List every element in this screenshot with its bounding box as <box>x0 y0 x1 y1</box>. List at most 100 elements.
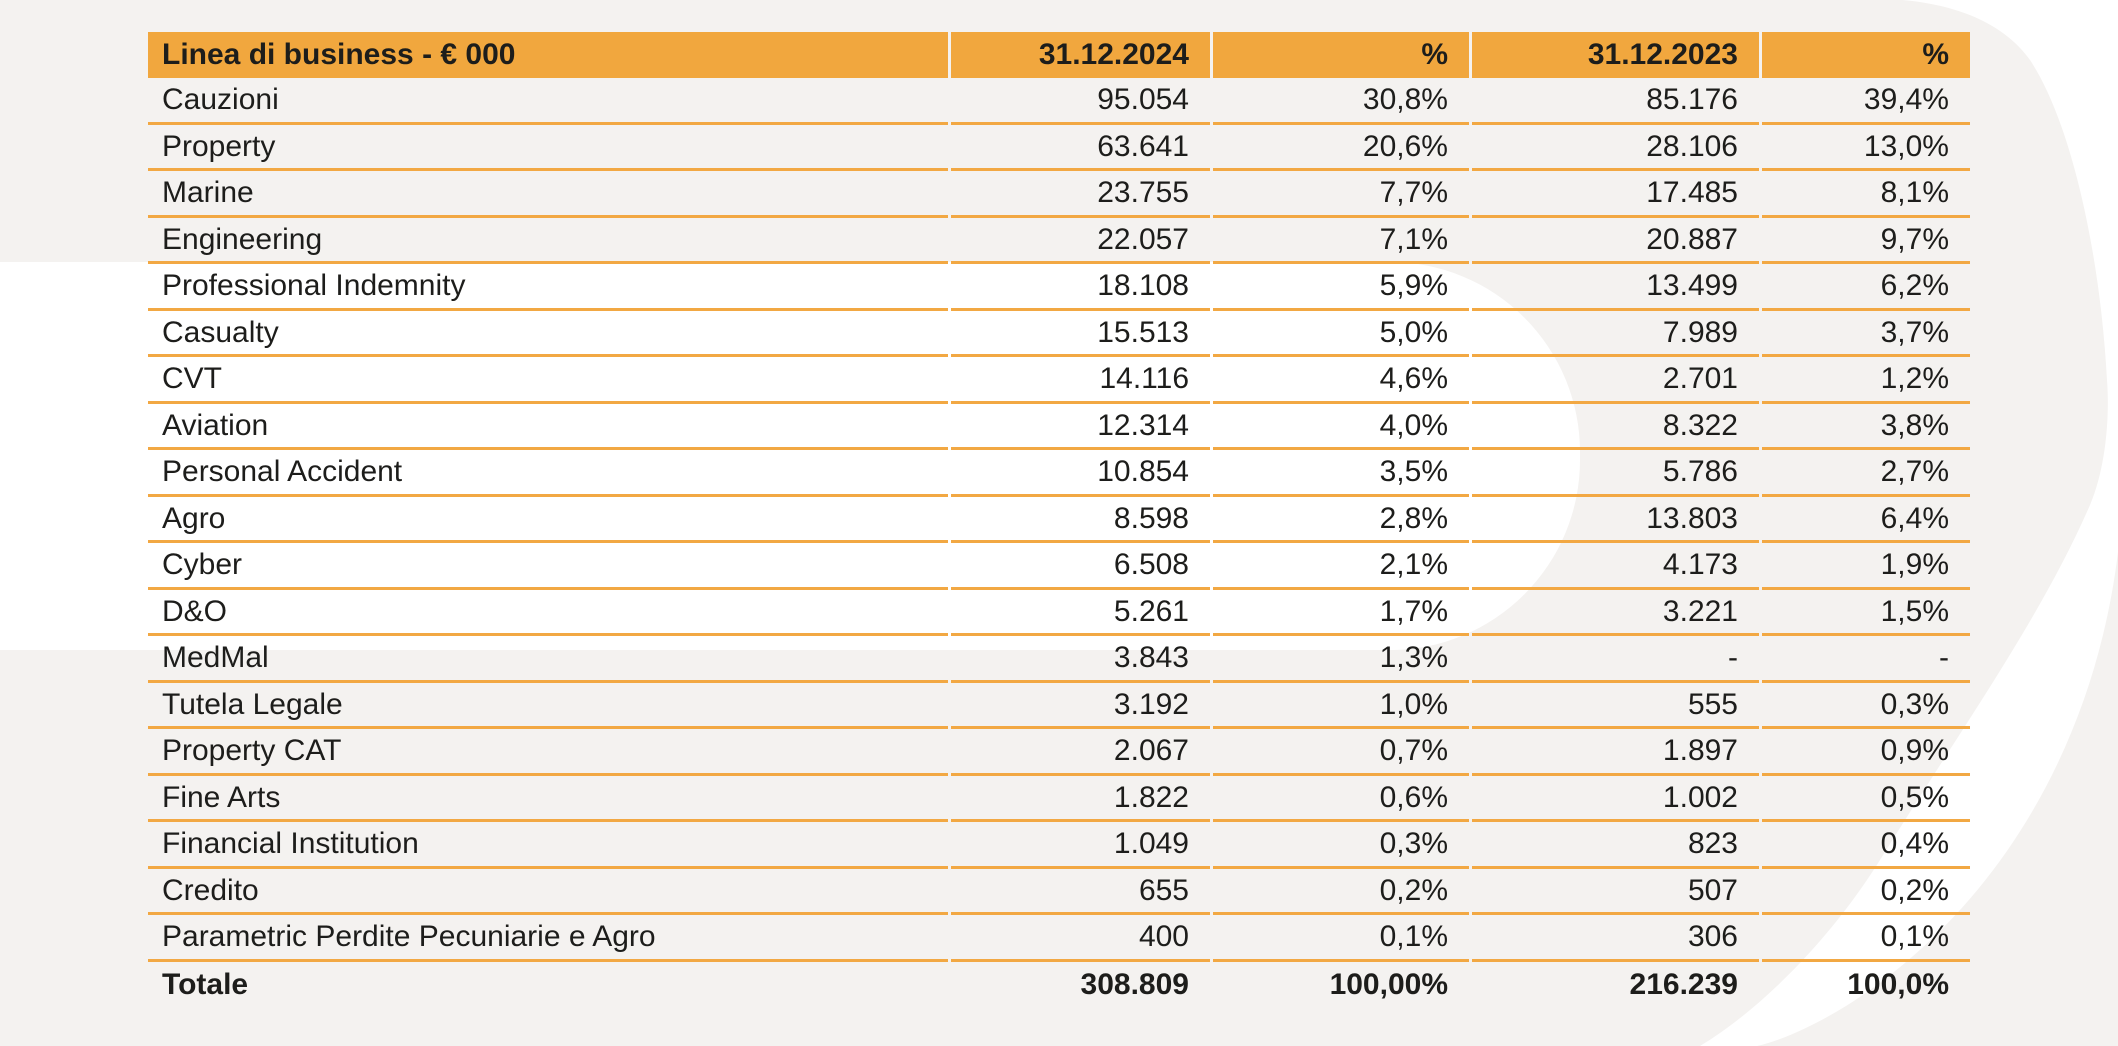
row-percent-2024: 4,0% <box>1213 404 1469 450</box>
table-row: Cauzioni 95.054 30,8% 85.176 39,4% <box>148 78 1970 125</box>
row-value-2024: 6.508 <box>951 543 1210 590</box>
row-percent-2024: 30,8% <box>1213 78 1469 125</box>
row-value-2023: 3.221 <box>1472 590 1759 636</box>
row-percent-2023: 1,9% <box>1762 543 1970 590</box>
table-row: Professional Indemnity 18.108 5,9% 13.49… <box>148 264 1970 311</box>
row-value-2024: 400 <box>951 915 1210 962</box>
row-value-2024: 655 <box>951 869 1210 915</box>
row-value-2023: 555 <box>1472 683 1759 729</box>
row-value-2024: 12.314 <box>951 404 1210 450</box>
row-value-2023: 1.897 <box>1472 729 1759 776</box>
row-percent-2024: 7,1% <box>1213 218 1469 264</box>
row-percent-2023: 1,2% <box>1762 357 1970 404</box>
row-value-2023: 306 <box>1472 915 1759 962</box>
row-percent-2023: 0,2% <box>1762 869 1970 915</box>
row-value-2023: 4.173 <box>1472 543 1759 590</box>
table-row: D&O 5.261 1,7% 3.221 1,5% <box>148 590 1970 636</box>
row-percent-2023: 1,5% <box>1762 590 1970 636</box>
row-value-2024: 1.822 <box>951 776 1210 822</box>
row-value-2023: 20.887 <box>1472 218 1759 264</box>
row-value-2024: 23.755 <box>951 171 1210 218</box>
table-row: Casualty 15.513 5,0% 7.989 3,7% <box>148 311 1970 357</box>
row-value-2024: 10.854 <box>951 450 1210 497</box>
business-lines-table: Linea di business - € 000 31.12.2024 % 3… <box>148 32 1970 1008</box>
row-value-2023: - <box>1472 636 1759 683</box>
row-value-2023: 507 <box>1472 869 1759 915</box>
row-percent-2023: 0,4% <box>1762 822 1970 869</box>
row-value-2023: 13.499 <box>1472 264 1759 311</box>
row-percent-2024: 4,6% <box>1213 357 1469 404</box>
row-label: Engineering <box>148 218 948 264</box>
table-row: Financial Institution 1.049 0,3% 823 0,4… <box>148 822 1970 869</box>
row-percent-2024: 1,0% <box>1213 683 1469 729</box>
row-label: Financial Institution <box>148 822 948 869</box>
table-row: Parametric Perdite Pecuniarie e Agro 400… <box>148 915 1970 962</box>
row-percent-2024: 0,7% <box>1213 729 1469 776</box>
table-row: MedMal 3.843 1,3% - - <box>148 636 1970 683</box>
row-value-2023: 7.989 <box>1472 311 1759 357</box>
table-row: Engineering 22.057 7,1% 20.887 9,7% <box>148 218 1970 264</box>
row-label: CVT <box>148 357 948 404</box>
table-row: Aviation 12.314 4,0% 8.322 3,8% <box>148 404 1970 450</box>
table-row: CVT 14.116 4,6% 2.701 1,2% <box>148 357 1970 404</box>
row-value-2023: 28.106 <box>1472 125 1759 171</box>
row-percent-2023: 0,5% <box>1762 776 1970 822</box>
row-value-2023: 823 <box>1472 822 1759 869</box>
row-label: Fine Arts <box>148 776 948 822</box>
row-value-2023: 1.002 <box>1472 776 1759 822</box>
row-label: Agro <box>148 497 948 543</box>
row-value-2024: 15.513 <box>951 311 1210 357</box>
row-label: D&O <box>148 590 948 636</box>
row-label: Marine <box>148 171 948 218</box>
table-row: Personal Accident 10.854 3,5% 5.786 2,7% <box>148 450 1970 497</box>
table-row: Cyber 6.508 2,1% 4.173 1,9% <box>148 543 1970 590</box>
row-value-2024: 5.261 <box>951 590 1210 636</box>
row-percent-2024: 2,8% <box>1213 497 1469 543</box>
row-value-2024: 95.054 <box>951 78 1210 125</box>
total-2024: 308.809 <box>1080 967 1189 1001</box>
table-row: Agro 8.598 2,8% 13.803 6,4% <box>148 497 1970 543</box>
row-percent-2024: 0,2% <box>1213 869 1469 915</box>
row-value-2023: 85.176 <box>1472 78 1759 125</box>
row-value-2024: 22.057 <box>951 218 1210 264</box>
row-percent-2023: 3,8% <box>1762 404 1970 450</box>
row-value-2024: 1.049 <box>951 822 1210 869</box>
row-label: Credito <box>148 869 948 915</box>
row-label: Tutela Legale <box>148 683 948 729</box>
row-label: Property CAT <box>148 729 948 776</box>
table-total-row: Totale 308.809 100,00% 216.239 100,0% <box>148 962 1970 1008</box>
background-white-band <box>0 262 1580 650</box>
table-row: Property CAT 2.067 0,7% 1.897 0,9% <box>148 729 1970 776</box>
row-label: MedMal <box>148 636 948 683</box>
row-value-2024: 18.108 <box>951 264 1210 311</box>
table-row: Fine Arts 1.822 0,6% 1.002 0,5% <box>148 776 1970 822</box>
row-value-2023: 2.701 <box>1472 357 1759 404</box>
total-label: Totale <box>162 967 249 1001</box>
row-percent-2024: 20,6% <box>1213 125 1469 171</box>
row-percent-2024: 3,5% <box>1213 450 1469 497</box>
row-percent-2024: 5,9% <box>1213 264 1469 311</box>
row-percent-2024: 0,3% <box>1213 822 1469 869</box>
row-label: Parametric Perdite Pecuniarie e Agro <box>148 915 948 962</box>
row-percent-2024: 1,3% <box>1213 636 1469 683</box>
row-percent-2024: 7,7% <box>1213 171 1469 218</box>
row-percent-2024: 1,7% <box>1213 590 1469 636</box>
row-value-2024: 8.598 <box>951 497 1210 543</box>
row-value-2024: 14.116 <box>951 357 1210 404</box>
header-linea-di-business: Linea di business - € 000 <box>148 32 948 78</box>
row-label: Casualty <box>148 311 948 357</box>
row-percent-2023: 9,7% <box>1762 218 1970 264</box>
total-2023: 216.239 <box>1629 967 1738 1001</box>
total-percent-2024: 100,00% <box>1329 967 1448 1001</box>
row-value-2023: 13.803 <box>1472 497 1759 543</box>
row-percent-2023: 0,1% <box>1762 915 1970 962</box>
table-row: Credito 655 0,2% 507 0,2% <box>148 869 1970 915</box>
row-percent-2023: 8,1% <box>1762 171 1970 218</box>
table-row: Tutela Legale 3.192 1,0% 555 0,3% <box>148 683 1970 729</box>
row-label: Professional Indemnity <box>148 264 948 311</box>
row-percent-2024: 2,1% <box>1213 543 1469 590</box>
row-percent-2024: 5,0% <box>1213 311 1469 357</box>
row-percent-2024: 0,6% <box>1213 776 1469 822</box>
header-percent-2023: % <box>1762 32 1970 78</box>
